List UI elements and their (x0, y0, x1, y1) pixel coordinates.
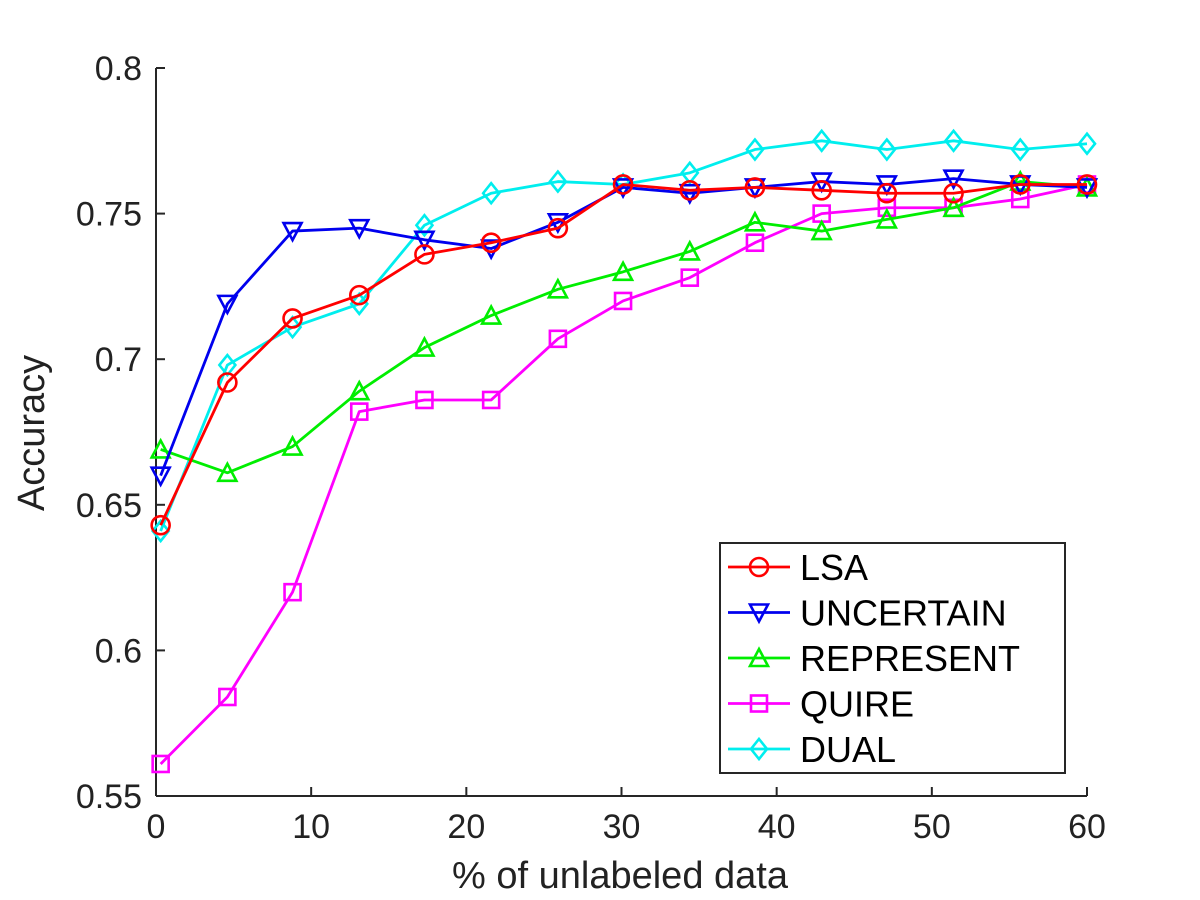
data-point-dual (1077, 131, 1097, 156)
series-lsa (150, 174, 1098, 536)
data-point-uncertain (281, 221, 304, 243)
data-point-dual (481, 181, 501, 206)
legend-marker-lsa (748, 556, 770, 578)
data-point-represent (281, 434, 304, 456)
series-line-quire (159, 183, 1088, 765)
data-point-represent (149, 437, 172, 459)
series-uncertain (149, 169, 1099, 488)
data-point-quire (745, 233, 765, 253)
y-tick-label: 0.55 (76, 778, 142, 816)
data-point-lsa (217, 372, 238, 393)
data-point-quire (680, 268, 700, 287)
data-point-represent (216, 460, 239, 483)
data-point-lsa (150, 514, 171, 536)
data-point-lsa (744, 177, 766, 198)
x-tick-label: 50 (913, 808, 951, 846)
data-point-lsa (943, 182, 964, 204)
x-tick-label: 30 (603, 808, 641, 846)
data-point-dual (877, 137, 897, 162)
data-point-uncertain (348, 218, 371, 240)
data-point-quire (218, 687, 237, 707)
series-line-lsa (159, 183, 1087, 526)
x-tick-label: 40 (758, 808, 796, 846)
data-point-represent (611, 260, 635, 282)
legend-marker-represent (747, 646, 771, 668)
data-point-quire (548, 329, 568, 349)
data-point-dual (414, 213, 435, 238)
data-point-quire (151, 754, 170, 774)
y-tick-label: 0.8 (95, 50, 142, 88)
data-point-dual (745, 137, 765, 162)
data-point-uncertain (678, 183, 701, 205)
data-point-lsa (811, 180, 832, 201)
data-point-represent (678, 239, 701, 261)
data-point-uncertain (942, 169, 965, 191)
data-point-dual (943, 128, 964, 153)
data-point-represent (875, 207, 898, 229)
data-point-dual (217, 352, 238, 378)
data-point-represent (480, 303, 503, 325)
y-tick-label: 0.6 (95, 632, 142, 670)
data-point-lsa (612, 174, 634, 195)
data-point-quire (349, 402, 369, 421)
data-point-lsa (348, 284, 370, 306)
legend-label-lsa: LSA (800, 547, 868, 588)
data-point-lsa (679, 180, 701, 201)
data-point-quire (481, 390, 501, 410)
data-point-dual (150, 518, 171, 544)
y-tick-label: 0.65 (76, 487, 142, 525)
x-tick-label: 10 (292, 808, 330, 846)
data-point-uncertain (149, 466, 172, 488)
legend-marker-uncertain (747, 603, 771, 625)
data-point-quire (415, 390, 434, 410)
y-tick-label: 0.7 (95, 341, 142, 379)
data-point-dual (812, 128, 832, 153)
data-point-dual (1010, 137, 1030, 162)
data-point-represent (942, 195, 965, 218)
x-axis-label: % of unlabeled data (452, 855, 789, 897)
data-point-represent (348, 379, 371, 401)
data-point-lsa (876, 182, 898, 204)
data-point-uncertain (546, 213, 570, 235)
legend-label-represent: REPRESENT (800, 638, 1020, 679)
data-point-lsa (414, 244, 435, 265)
data-point-dual (680, 160, 700, 185)
data-point-represent (743, 210, 767, 232)
x-tick-label: 20 (447, 808, 485, 846)
data-point-uncertain (216, 294, 239, 316)
data-point-represent (413, 335, 436, 357)
y-tick-label: 0.75 (76, 196, 142, 234)
data-point-lsa (547, 217, 569, 239)
y-axis-label: Accuracy (11, 355, 53, 511)
data-point-uncertain (1075, 178, 1099, 200)
series-represent (149, 169, 1099, 483)
plot-series (149, 128, 1099, 774)
legend-marker-dual (749, 736, 769, 762)
data-point-uncertain (413, 230, 436, 252)
data-point-quire (613, 291, 633, 311)
series-line-uncertain (159, 177, 1088, 477)
legend-label-uncertain: UNCERTAIN (800, 593, 1007, 634)
data-point-dual (548, 169, 568, 194)
data-point-represent (810, 219, 833, 241)
data-point-lsa (480, 232, 502, 254)
axes: 0 10 20 30 40 50 60 0.55 0.6 0.65 0.7 0.75 0.8 (76, 50, 1106, 846)
x-tick-label: 60 (1068, 808, 1106, 846)
data-point-lsa (1009, 174, 1031, 195)
legend-marker-quire (749, 694, 769, 713)
data-point-dual (349, 291, 369, 316)
data-point-represent (546, 277, 570, 299)
legend-label-dual: DUAL (800, 729, 896, 770)
series-line-represent (160, 180, 1088, 475)
data-point-quire (877, 198, 897, 218)
data-point-lsa (1076, 174, 1098, 195)
legend-label-quire: QUIRE (800, 684, 914, 725)
data-point-quire (283, 582, 302, 602)
data-point-lsa (282, 308, 303, 329)
x-tick-label: 0 (147, 808, 166, 846)
data-point-represent (1009, 169, 1032, 191)
